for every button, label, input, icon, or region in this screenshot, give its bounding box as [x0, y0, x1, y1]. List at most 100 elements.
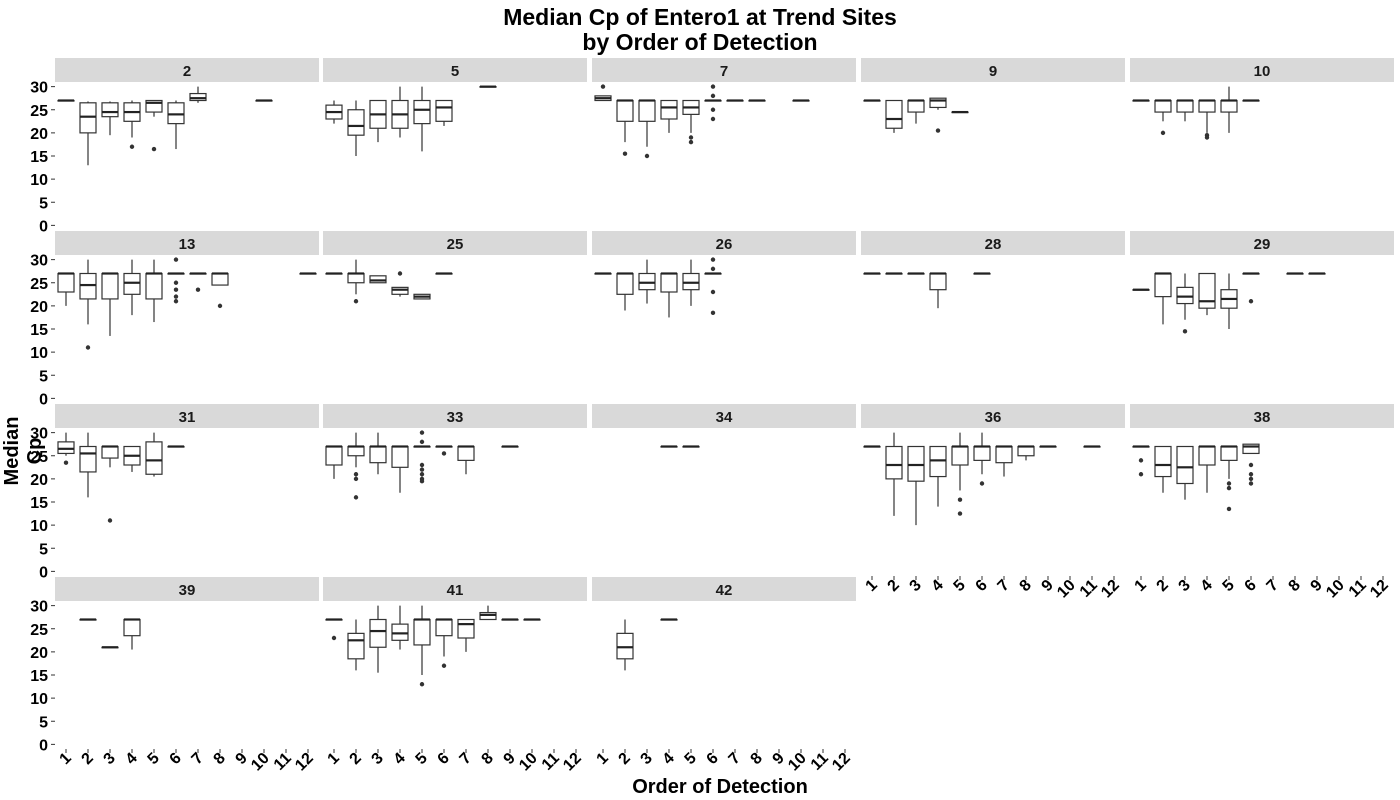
facet-strip [323, 577, 587, 601]
outlier-point [644, 153, 650, 159]
y-tick-label: 20 [30, 472, 48, 489]
facet-strip [55, 404, 319, 428]
x-tick-label: 11 [808, 750, 832, 774]
box [929, 97, 947, 109]
y-tick-label: 20 [30, 299, 48, 316]
facet-strip [55, 231, 319, 255]
facet-strip [592, 577, 856, 601]
y-tick-label: 10 [30, 518, 48, 535]
outlier-point [710, 310, 716, 316]
outlier-point [622, 151, 628, 156]
outlier-point [217, 303, 223, 309]
outlier-point [63, 460, 69, 465]
outlier-point [1204, 135, 1210, 140]
facet-strip-label: 39 [179, 582, 196, 599]
box [660, 99, 678, 120]
x-tick-label: 11 [539, 750, 563, 774]
y-tick-label: 30 [30, 253, 48, 270]
box [907, 99, 925, 113]
y-tick-label: 25 [30, 449, 48, 466]
y-tick-label: 20 [30, 126, 48, 143]
box [211, 272, 229, 286]
outlier-point [710, 84, 716, 89]
outlier-point [688, 135, 694, 140]
x-tick-label: 12 [829, 750, 854, 775]
x-tick-label: 10 [1054, 577, 1079, 602]
box [79, 272, 97, 300]
outlier-point [419, 467, 425, 472]
box [325, 445, 343, 466]
box [457, 445, 475, 461]
facet-strip [592, 58, 856, 82]
box [101, 102, 119, 118]
outlier-point [173, 299, 179, 304]
box [682, 272, 700, 291]
outlier-point [710, 257, 716, 262]
facet-strip-label: 7 [720, 63, 728, 80]
box [189, 92, 207, 102]
outlier-point [1226, 485, 1232, 491]
outlier-point [1248, 462, 1254, 468]
facet-strip [55, 58, 319, 82]
y-tick-label: 0 [39, 737, 48, 754]
facet-strip-label: 26 [716, 236, 733, 253]
y-tick-label: 25 [30, 622, 48, 639]
facet-strip [592, 404, 856, 428]
outlier-point [957, 511, 963, 516]
box [1154, 272, 1172, 298]
box [413, 618, 431, 646]
x-tick-label: 10 [785, 750, 810, 775]
box [951, 445, 969, 466]
facet-strip [1130, 58, 1394, 82]
y-tick-label: 25 [30, 103, 48, 120]
outlier-point [353, 472, 359, 477]
outlier-point [710, 107, 716, 112]
outlier-point [107, 518, 113, 523]
outlier-point [419, 478, 425, 484]
outlier-point [1226, 506, 1232, 512]
outlier-point [1182, 329, 1188, 334]
box [145, 99, 163, 113]
outlier-point [1248, 299, 1254, 304]
outlier-point [331, 635, 337, 641]
facet-strip-label: 38 [1254, 409, 1271, 426]
y-tick-label: 15 [30, 495, 48, 512]
box [929, 272, 947, 291]
facet-strip [323, 58, 587, 82]
box [929, 445, 947, 478]
outlier-point [419, 682, 425, 687]
box [995, 445, 1013, 464]
outlier-point [353, 299, 359, 304]
facet-strip [323, 231, 587, 255]
box [347, 632, 365, 660]
outlier-point [419, 439, 425, 445]
facet-strip [1130, 231, 1394, 255]
box [1154, 445, 1172, 478]
x-tick-label: 12 [292, 750, 317, 775]
box [79, 102, 97, 134]
box [1154, 99, 1172, 113]
box [347, 109, 365, 136]
outlier-point [173, 294, 179, 299]
outlier-point [710, 93, 716, 99]
box [973, 445, 991, 461]
y-tick-label: 5 [39, 714, 48, 731]
box [101, 445, 119, 459]
outlier-point [441, 663, 447, 668]
outlier-point [935, 128, 941, 133]
outlier-point [1138, 472, 1144, 477]
outlier-point [710, 116, 716, 122]
outlier-point [441, 451, 447, 456]
facet-strip [323, 404, 587, 428]
outlier-point [419, 462, 425, 468]
box [1198, 445, 1216, 466]
outlier-point [397, 271, 403, 276]
facet-strip [861, 58, 1125, 82]
box [1176, 286, 1194, 305]
outlier-point [979, 481, 985, 486]
outlier-point [1226, 481, 1232, 486]
box [638, 99, 656, 122]
outlier-point [1248, 481, 1254, 486]
x-tick-label: 12 [560, 750, 585, 775]
box [1176, 99, 1194, 113]
